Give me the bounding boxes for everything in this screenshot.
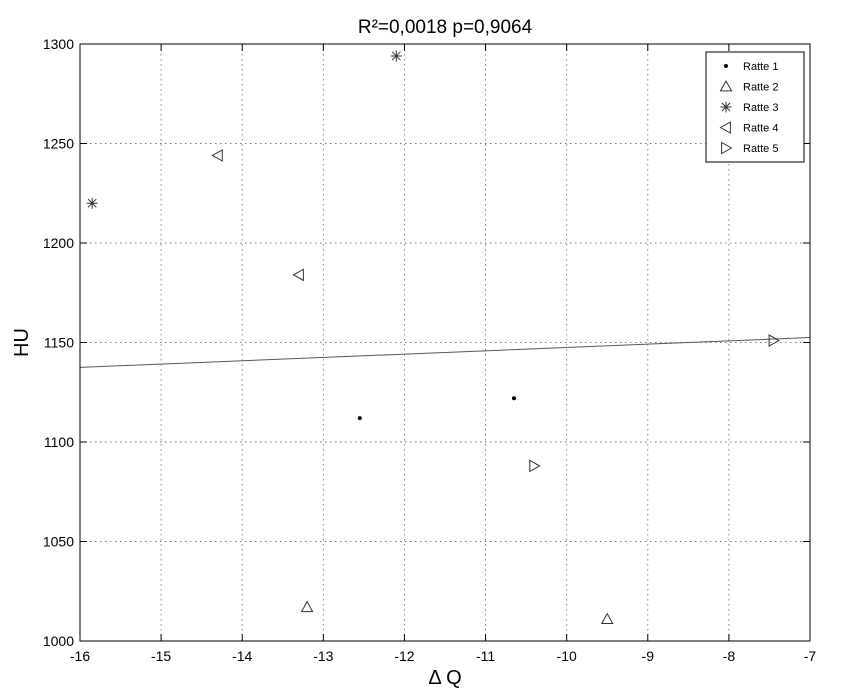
- legend-marker-ratte-5: [721, 141, 733, 155]
- x-tick-label: -11: [476, 648, 495, 664]
- data-point-ratte-5: [768, 334, 781, 347]
- x-tick-label: -10: [557, 648, 577, 664]
- y-tick-label: 1050: [43, 534, 74, 550]
- data-point-ratte-1: [511, 396, 516, 401]
- data-points: [86, 50, 781, 625]
- y-tick-label: 1150: [44, 335, 74, 351]
- y-tick-label: 1200: [43, 235, 74, 251]
- x-tick-label: -8: [723, 648, 736, 664]
- x-tick-label: -16: [70, 648, 90, 664]
- x-tick-label: -7: [804, 648, 817, 664]
- data-point-ratte-5: [529, 459, 541, 473]
- legend: Ratte 1 Ratte 2 Ratte 3 Ratte 4 Ratte 5: [705, 51, 805, 163]
- legend-entry-label: Ratte 4: [743, 123, 778, 135]
- legend-marker-ratte-1: [724, 64, 728, 68]
- legend-entry-label: Ratte 2: [743, 82, 778, 94]
- y-tick-label: 1100: [44, 434, 74, 450]
- grid: [80, 44, 810, 641]
- data-point-ratte-1: [357, 416, 362, 421]
- y-tick-label: 1000: [43, 633, 74, 649]
- chart-title: R²=0,0018 p=0,9064: [358, 17, 533, 38]
- y-axis-label: HU: [11, 328, 33, 357]
- x-tick-label: -9: [642, 648, 655, 664]
- legend-marker-ratte-2: [719, 79, 733, 92]
- axis-ticks: -16 -15 -14 -13 -12 -11 -10 -9 -8 -7 1000 1050 1100 1…: [43, 36, 817, 664]
- y-tick-label: 1300: [43, 36, 74, 52]
- legend-marker-ratte-3: [720, 101, 732, 113]
- regression-line: [79, 337, 811, 368]
- legend-entry-label: Ratte 1: [743, 61, 778, 73]
- x-axis-label: Δ Q: [428, 667, 461, 689]
- y-tick-label: 1250: [43, 136, 74, 152]
- data-point-ratte-4: [211, 149, 223, 162]
- x-tick-label: -15: [151, 648, 171, 664]
- legend-entry-label: Ratte 3: [743, 102, 778, 114]
- data-point-ratte-2: [600, 612, 614, 625]
- legend-marker-ratte-4: [719, 121, 731, 134]
- x-tick-label: -14: [232, 648, 252, 664]
- x-tick-label: -12: [394, 648, 414, 664]
- data-point-ratte-2: [300, 600, 314, 613]
- legend-entry-label: Ratte 5: [743, 143, 778, 155]
- data-point-ratte-3: [86, 197, 98, 209]
- data-point-ratte-4: [292, 268, 304, 282]
- data-point-ratte-3: [390, 50, 402, 62]
- x-tick-label: -13: [313, 648, 333, 664]
- regression-line-group: [79, 337, 811, 368]
